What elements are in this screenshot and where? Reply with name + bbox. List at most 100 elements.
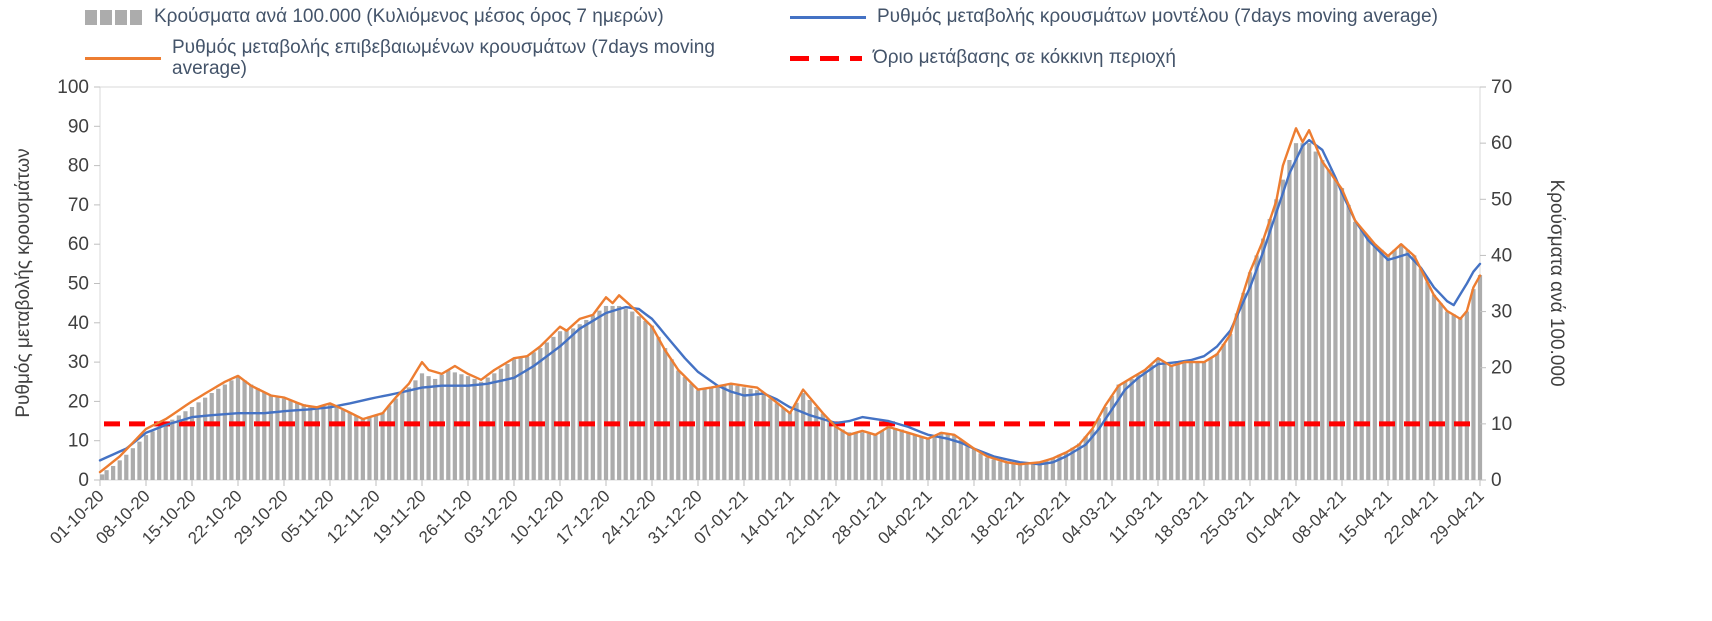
bar <box>334 407 339 480</box>
bar <box>1274 199 1279 481</box>
bar <box>419 373 425 480</box>
bar <box>985 457 990 480</box>
bar <box>787 412 793 480</box>
bar <box>814 407 819 480</box>
left-axis-title: Ρυθμός μεταβολής κρουσμάτων <box>13 148 34 418</box>
bar <box>623 308 628 480</box>
bar <box>1366 236 1371 480</box>
bar <box>919 436 924 480</box>
left-axis-tick-label: 100 <box>57 77 89 98</box>
right-axis-tick-label: 60 <box>1491 133 1512 154</box>
bar <box>111 465 116 480</box>
bar <box>373 414 379 480</box>
bar <box>426 376 431 480</box>
bar <box>1129 378 1134 480</box>
bar <box>1090 429 1095 480</box>
bar <box>866 433 871 480</box>
bar <box>347 412 352 480</box>
bar <box>991 459 996 480</box>
left-axis-tick-label: 40 <box>68 313 89 334</box>
bar <box>577 324 582 480</box>
bar <box>1412 255 1417 480</box>
right-axis-title: Κρούσματα ανά 100.000 <box>1546 179 1567 387</box>
bar <box>301 404 306 480</box>
bar <box>682 377 687 480</box>
bar <box>262 392 267 480</box>
bar <box>557 331 563 480</box>
bar <box>807 400 812 480</box>
bar <box>663 348 668 480</box>
bar <box>1280 179 1285 480</box>
bar <box>1070 447 1075 480</box>
bar <box>1024 463 1029 480</box>
bar <box>1307 143 1312 480</box>
bar <box>485 377 490 480</box>
bar <box>1103 407 1108 480</box>
left-axis-tick-label: 80 <box>68 156 89 177</box>
bar <box>669 359 674 480</box>
left-axis-tick-label: 70 <box>68 195 89 216</box>
bar <box>1031 463 1036 480</box>
bar <box>1261 238 1266 480</box>
bar <box>281 398 287 480</box>
bar <box>1037 463 1042 480</box>
bar <box>511 359 517 480</box>
bar <box>1083 436 1088 480</box>
bar <box>406 387 411 480</box>
bar <box>413 380 418 480</box>
bar <box>1096 418 1101 480</box>
bar <box>571 328 576 480</box>
bar <box>472 378 477 480</box>
bar <box>124 454 129 480</box>
right-axis-tick-label: 10 <box>1491 414 1512 435</box>
bar <box>1195 362 1200 480</box>
bar <box>203 397 208 480</box>
bar <box>656 336 661 480</box>
bar <box>610 305 615 480</box>
bar <box>1011 463 1016 480</box>
bar <box>932 435 937 480</box>
bar <box>150 431 155 480</box>
legend-label-cases-bars: Κρούσματα ανά 100.000 (Κυλιόμενος μέσος … <box>154 6 664 27</box>
bar <box>768 398 773 480</box>
bar <box>137 441 142 480</box>
bar <box>1451 314 1456 480</box>
bar <box>636 316 641 480</box>
bar <box>794 402 799 480</box>
bar <box>222 384 227 480</box>
bar <box>446 370 451 480</box>
bar <box>1109 395 1115 480</box>
bar <box>1399 244 1404 480</box>
bar-series-swatch <box>85 9 143 25</box>
right-axis-tick-label: 0 <box>1491 470 1502 491</box>
bar <box>295 402 300 480</box>
bar <box>242 380 247 480</box>
bar <box>1471 289 1476 480</box>
bar <box>1477 275 1483 480</box>
bar <box>360 418 365 480</box>
confirmed-rate-line <box>98 127 1482 474</box>
bar <box>196 402 201 480</box>
bar <box>157 427 162 480</box>
bar <box>249 384 254 480</box>
threshold-dash-swatch <box>790 56 862 62</box>
bar <box>1050 457 1055 480</box>
bar <box>1287 159 1292 481</box>
bar <box>538 348 543 480</box>
bar <box>649 325 655 480</box>
bar <box>689 383 694 480</box>
bar <box>722 385 727 480</box>
bar <box>827 420 832 480</box>
bar <box>853 432 858 480</box>
bar <box>1004 463 1009 480</box>
bar <box>1247 272 1253 480</box>
bar <box>1313 151 1318 480</box>
bar <box>695 390 701 480</box>
bar <box>735 385 740 480</box>
bar <box>1182 362 1187 480</box>
bar <box>321 405 326 480</box>
bar <box>1201 362 1207 480</box>
chart-legend: Κρούσματα ανά 100.000 (Κυλιόμενος μέσος … <box>85 6 1438 80</box>
bars-series <box>100 143 1483 481</box>
